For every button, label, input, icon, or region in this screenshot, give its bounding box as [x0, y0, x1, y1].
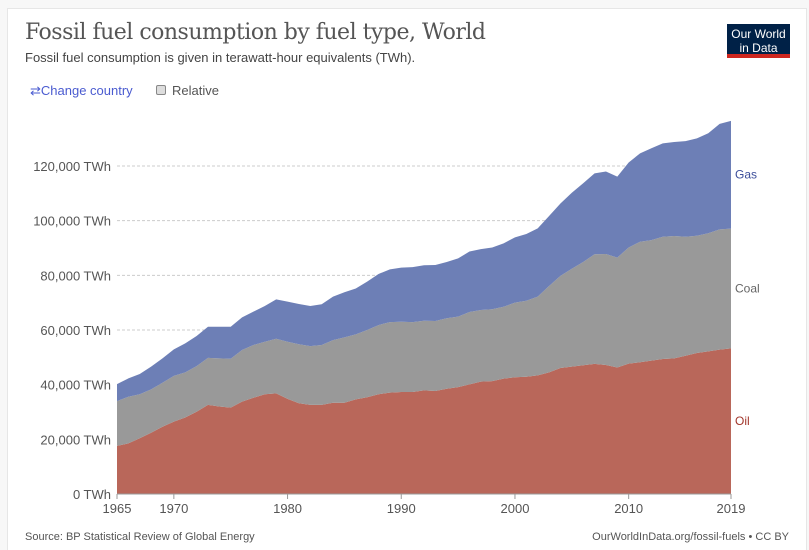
- change-country-button[interactable]: ⇄Change country: [30, 83, 133, 98]
- area-oil: [117, 348, 731, 494]
- footer-link[interactable]: OurWorldInData.org/fossil-fuels • CC BY: [592, 531, 789, 543]
- swap-arrows-icon: ⇄: [30, 83, 41, 98]
- series-label-coal: Coal: [735, 281, 760, 295]
- series-label-gas: Gas: [735, 168, 757, 182]
- y-tick-label: 120,000 TWh: [33, 159, 111, 174]
- owid-logo[interactable]: Our World in Data: [727, 24, 790, 58]
- controls: ⇄Change country Relative: [30, 83, 219, 99]
- x-tick-label: 1980: [273, 501, 302, 516]
- relative-toggle[interactable]: Relative: [156, 83, 219, 98]
- series-label-oil: Oil: [735, 414, 750, 428]
- chart-subtitle: Fossil fuel consumption is given in tera…: [25, 50, 416, 65]
- x-tick-label: 2000: [501, 501, 530, 516]
- x-tick-label: 2019: [717, 501, 746, 516]
- y-tick-label: 40,000 TWh: [40, 378, 111, 393]
- chart-title: Fossil fuel consumption by fuel type, Wo…: [25, 20, 486, 45]
- y-tick-label: 100,000 TWh: [33, 214, 111, 229]
- x-tick-label: 1970: [159, 501, 188, 516]
- source-note: Source: BP Statistical Review of Global …: [25, 531, 255, 543]
- x-tick-label: 1990: [387, 501, 416, 516]
- area-coal: [117, 228, 731, 446]
- x-tick-label: 2010: [614, 501, 643, 516]
- y-tick-label: 0 TWh: [73, 487, 111, 502]
- y-tick-label: 20,000 TWh: [40, 432, 111, 447]
- x-tick-label: 1965: [103, 501, 132, 516]
- y-tick-label: 60,000 TWh: [40, 323, 111, 338]
- relative-checkbox[interactable]: [156, 85, 166, 95]
- y-tick-label: 80,000 TWh: [40, 268, 111, 283]
- area-gas: [117, 120, 731, 402]
